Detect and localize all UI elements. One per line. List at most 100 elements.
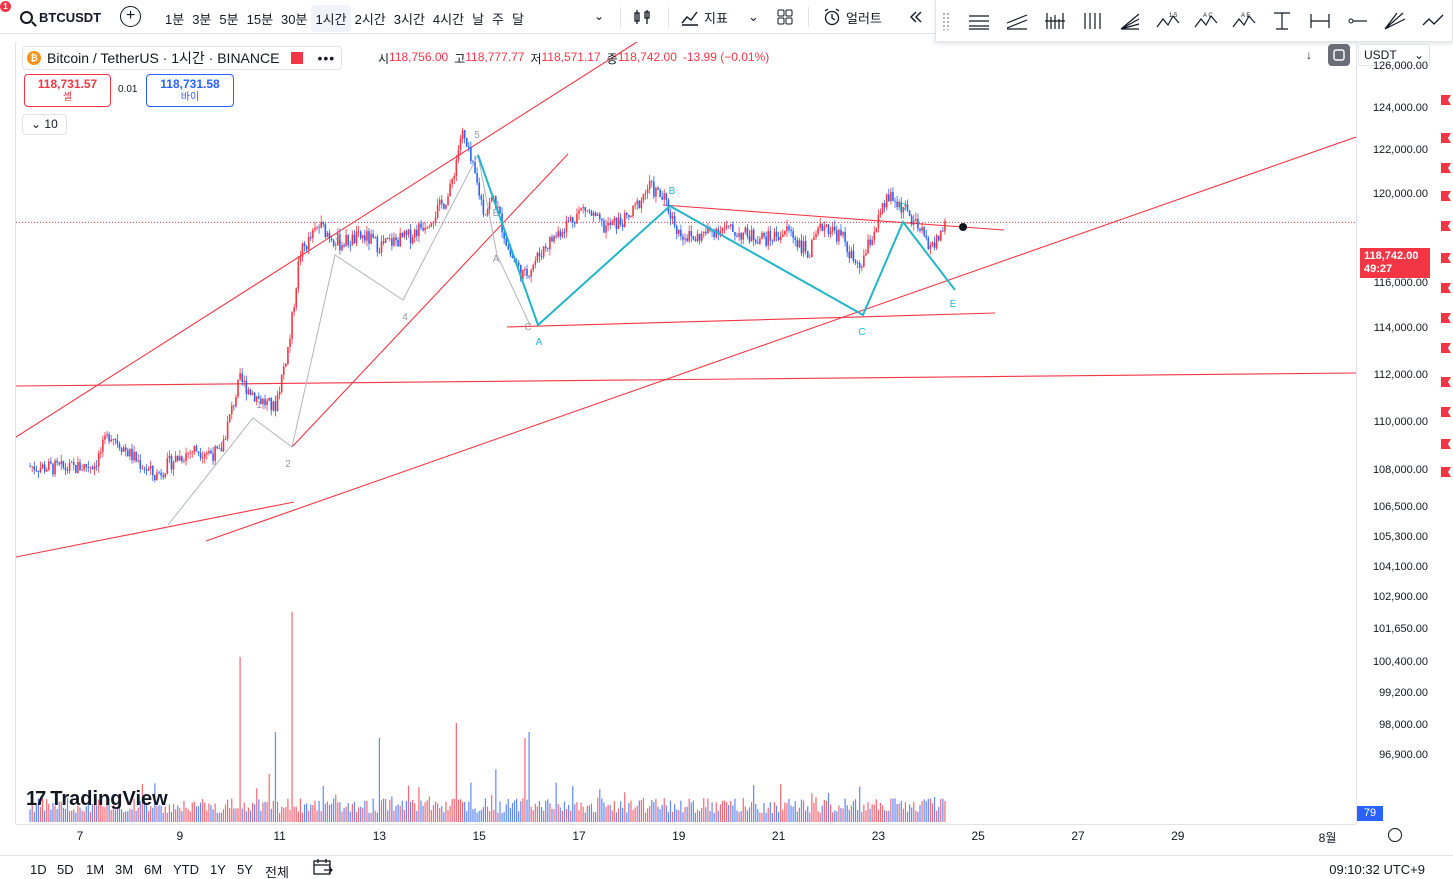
sell-button[interactable]: 118,731.57 셀 xyxy=(24,74,111,107)
candle-body xyxy=(725,225,728,229)
price-range-tool[interactable] xyxy=(1263,5,1301,37)
candle-body xyxy=(372,233,374,238)
volume-bar xyxy=(854,799,857,822)
arrow-down-icon[interactable]: ↓ xyxy=(1306,48,1312,62)
range-button-8[interactable]: 전체 xyxy=(265,865,289,879)
alert-flag-icon[interactable] xyxy=(1439,282,1451,294)
alert-flag-icon[interactable] xyxy=(1439,312,1451,324)
interval-8[interactable]: 4시간 xyxy=(432,12,465,27)
candle-body xyxy=(486,209,489,216)
regression-icon xyxy=(1006,13,1027,30)
drag-handle-icon[interactable] xyxy=(942,12,950,30)
xabcd-tool[interactable]: 1 5 xyxy=(1149,5,1187,37)
trend-path-tool[interactable] xyxy=(1414,5,1452,37)
interval-2[interactable]: 5분 xyxy=(219,12,239,27)
candle-body xyxy=(869,239,871,245)
candle-body xyxy=(330,238,333,241)
alert-flag-icon[interactable] xyxy=(1439,132,1451,144)
flag-icon[interactable] xyxy=(291,52,304,64)
gann-tool[interactable] xyxy=(1074,5,1112,37)
layouts-button[interactable] xyxy=(776,6,794,28)
date-range-tool[interactable] xyxy=(1301,5,1339,37)
buy-button[interactable]: 118,731.58 바이 xyxy=(146,74,234,107)
alert-flag-icon[interactable] xyxy=(1439,94,1451,106)
interval-0[interactable]: 1분 xyxy=(165,12,185,27)
interval-1[interactable]: 3분 xyxy=(192,12,212,27)
candle-body xyxy=(723,228,726,229)
interval-9[interactable]: 날 xyxy=(472,12,485,27)
interval-6[interactable]: 2시간 xyxy=(354,12,386,27)
volume-bar xyxy=(915,810,917,822)
price-scale[interactable]: 126,000.00 124,000.00 122,000.00 120,000.00… xyxy=(1356,42,1436,824)
candle-body xyxy=(449,183,451,197)
notification-badge[interactable]: 1 xyxy=(0,1,11,12)
currency-select[interactable]: USDT ⌄ xyxy=(1358,44,1430,66)
volume-bar xyxy=(468,801,470,822)
price-tick-label: 98,000.00 xyxy=(1379,719,1428,732)
replay-button[interactable] xyxy=(908,6,924,28)
candle-body xyxy=(848,251,851,259)
symbol-search[interactable]: BTCUSDT xyxy=(20,6,101,28)
elliott-tool[interactable]: A E xyxy=(1225,5,1263,37)
range-button-4[interactable]: 6M xyxy=(144,862,163,877)
chevron-down-icon[interactable]: ⌄ xyxy=(594,9,605,23)
alert-flag-icon[interactable] xyxy=(1439,190,1451,202)
alert-flag-icon[interactable] xyxy=(1439,220,1451,232)
more-icon[interactable]: ••• xyxy=(317,50,336,66)
alert-flag-icon[interactable] xyxy=(1439,438,1451,450)
date-range-calendar-icon[interactable] xyxy=(312,858,334,879)
alert-flag-icon[interactable] xyxy=(1439,376,1451,388)
volume-bar xyxy=(403,809,405,822)
range-button-2[interactable]: 1M xyxy=(86,862,105,877)
compare-symbol-button[interactable]: + xyxy=(120,6,141,27)
candle-body xyxy=(255,396,258,402)
fullscreen-toggle-button[interactable] xyxy=(1328,44,1350,66)
interval-5[interactable]: 1시간 xyxy=(311,5,351,32)
alert-button[interactable]: 얼러트 xyxy=(822,6,882,28)
chart-type-button[interactable] xyxy=(632,6,652,28)
range-button-3[interactable]: 3M xyxy=(115,862,134,877)
chevron-down-icon[interactable]: ⌄ xyxy=(748,9,759,24)
interval-3[interactable]: 15분 xyxy=(246,12,274,27)
alert-flag-icon[interactable] xyxy=(1439,342,1451,354)
volume-bar xyxy=(572,786,574,822)
volume-bar xyxy=(499,801,501,822)
regression-tool[interactable] xyxy=(998,5,1036,37)
volume-bar xyxy=(260,811,262,822)
utc-clock[interactable]: 09:10:32 UTC+9 xyxy=(1329,862,1425,877)
range-button-6[interactable]: 1Y xyxy=(210,862,226,877)
gear-icon[interactable] xyxy=(1388,828,1402,842)
candle-body xyxy=(60,460,63,465)
range-button-1[interactable]: 5D xyxy=(57,862,74,877)
indicators-collapse-button[interactable]: ⌄ 10 xyxy=(22,114,67,135)
elliott-icon: A E xyxy=(1232,13,1256,27)
time-scale[interactable]: 7 9 11 13 15 17 19 21 23 25 27 29 8월 xyxy=(16,824,1356,848)
volume-bar xyxy=(669,800,672,822)
fan-lines-tool[interactable] xyxy=(1376,5,1414,37)
volume-bar xyxy=(584,812,586,822)
alert-flag-icon[interactable] xyxy=(1439,252,1451,264)
range-button-7[interactable]: 5Y xyxy=(237,862,253,877)
indicators-button[interactable]: 지표 xyxy=(680,6,728,28)
fib-fan-tool[interactable] xyxy=(1111,5,1149,37)
range-button-5[interactable]: YTD xyxy=(173,862,199,877)
alert-flag-icon[interactable] xyxy=(1439,466,1451,478)
interval-11[interactable]: 달 xyxy=(512,12,524,27)
abcd-tool[interactable]: A C xyxy=(1187,5,1225,37)
candle-body xyxy=(480,195,483,200)
volume-bar xyxy=(416,810,418,822)
tradingview-watermark[interactable]: 17 TradingView xyxy=(26,788,168,811)
parallel-channel-tool[interactable] xyxy=(960,5,998,37)
pitchfan-tool[interactable] xyxy=(1036,5,1074,37)
alert-flag-icon[interactable] xyxy=(1439,406,1451,418)
horizontal-ray-tool[interactable] xyxy=(1338,5,1376,37)
interval-4[interactable]: 30분 xyxy=(281,12,308,27)
alert-flag-icon[interactable] xyxy=(1439,162,1451,174)
range-button-0[interactable]: 1D xyxy=(30,862,47,877)
interval-10[interactable]: 주 xyxy=(492,12,505,27)
candle-body xyxy=(746,227,749,237)
symbol-title-box[interactable]: ₿ Bitcoin / TetherUS · 1시간 · BINANCE ••• xyxy=(22,46,343,70)
interval-7[interactable]: 3시간 xyxy=(393,12,425,27)
